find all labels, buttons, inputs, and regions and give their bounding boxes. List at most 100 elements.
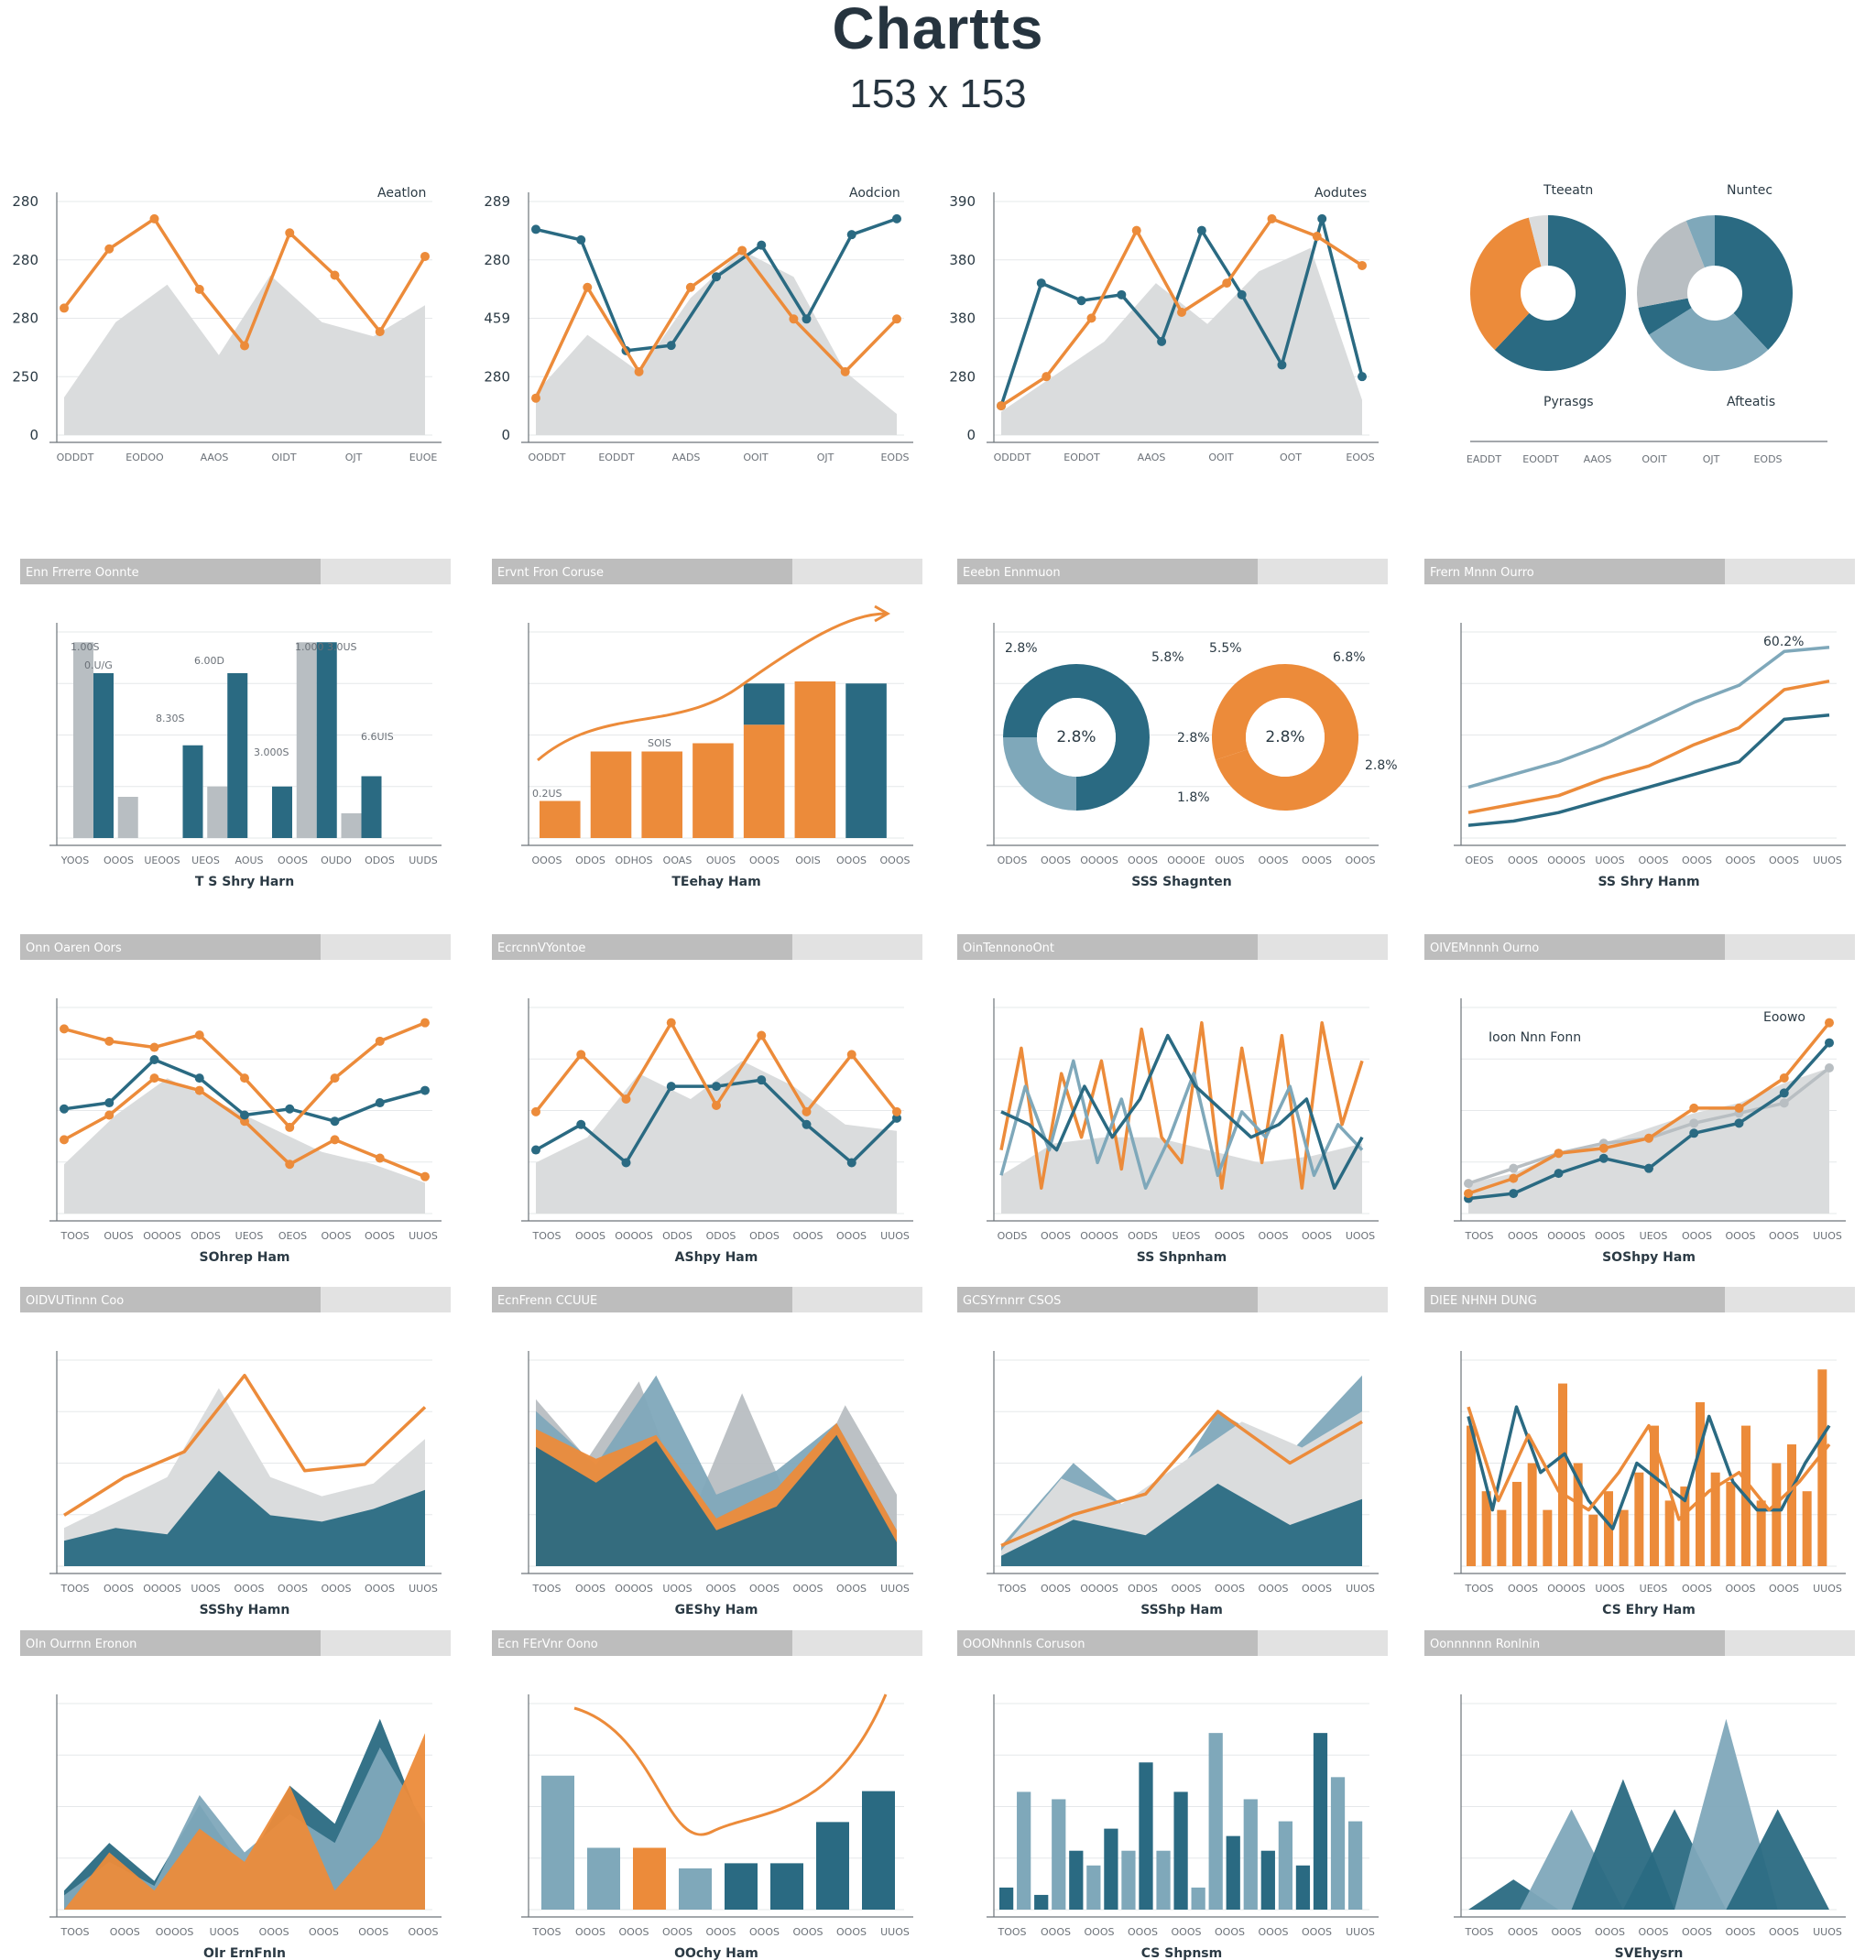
line-series: [1467, 679, 1830, 814]
x-tick-label: OOOS: [365, 1583, 395, 1595]
pie-slice: [1528, 215, 1548, 267]
header-bar-light: [1258, 1630, 1388, 1656]
bar: [1772, 1463, 1782, 1566]
data-point: [60, 1135, 69, 1145]
x-tick-label: OOT: [1280, 452, 1302, 463]
x-tick-label: OOOS: [1041, 1583, 1071, 1595]
header-bar-light: [1725, 559, 1855, 584]
x-tick-label: ODOS: [575, 855, 605, 866]
data-point: [240, 1110, 249, 1120]
x-tick-label: OOOS: [1259, 1230, 1289, 1242]
header-bar: [957, 559, 1258, 584]
bar: [641, 751, 682, 838]
area-series: [64, 1078, 425, 1214]
bar: [999, 1887, 1014, 1910]
data-point: [375, 1153, 385, 1163]
x-tick-label: OOOS: [1041, 855, 1071, 866]
x-tick-label: UUOS: [880, 1926, 910, 1938]
data-point: [634, 366, 644, 376]
chart-c10: EcrcnnVYontoe TOOS OOOS OOOOS ODOS ODOS ODOS OO…: [492, 934, 922, 1265]
bar: [1696, 1402, 1705, 1566]
chart-title: Eeebn Ennmuon: [963, 566, 1061, 580]
data-point: [1464, 1179, 1473, 1189]
x-tick-label: OOOS: [836, 1583, 867, 1595]
bar: [1787, 1444, 1796, 1566]
x-tick-label: OOOS: [110, 1926, 140, 1938]
x-tick-label: OOOS: [1215, 1230, 1245, 1242]
x-tick-label: OOIT: [743, 452, 769, 463]
area-series: [1001, 247, 1362, 435]
x-tick-label: OOAS: [663, 855, 693, 866]
x-tick-label: OOOS: [259, 1926, 289, 1938]
bar: [1481, 1491, 1491, 1566]
chart-svg: OIn Ourrnn Eronon TOOS OOOS OOOOS UOOS OOOS OO…: [20, 1630, 451, 1960]
data-point: [1042, 372, 1052, 382]
x-tick-label: UEOS: [1172, 1230, 1201, 1242]
x-tick-label: OOOS: [309, 1926, 339, 1938]
chart-title: Ecn FErVnr Oono: [497, 1638, 598, 1651]
x-tick-label: EOOS: [1346, 452, 1374, 463]
chart-svg: EcrcnnVYontoe TOOS OOOS OOOOS ODOS ODOS ODOS OO…: [492, 934, 922, 1265]
x-tick-label: OOOS: [1595, 1230, 1625, 1242]
data-label: 6.00D: [194, 655, 224, 667]
chart-c16: DIEE NHNH DUNG TOOS OOOS OOOOS UOOS UEOS OOOS O…: [1424, 1287, 1855, 1617]
data-point: [1509, 1173, 1519, 1183]
x-tick-label: OIDT: [271, 452, 296, 463]
data-point: [1644, 1163, 1653, 1173]
data-point: [1554, 1149, 1564, 1159]
data-point: [1509, 1163, 1519, 1173]
header-bar-light: [792, 559, 922, 584]
header-bar-light: [1725, 1630, 1855, 1656]
x-tick-label: OOOS: [1769, 1583, 1799, 1595]
x-tick-label: AAOS: [201, 452, 229, 463]
data-point: [531, 393, 540, 403]
x-tick-label: OOOS: [1172, 1583, 1202, 1595]
data-label: 6.6UIS: [361, 731, 394, 743]
line-series: [63, 1373, 427, 1517]
area-series: [1001, 1483, 1362, 1566]
data-point: [1358, 372, 1367, 382]
chart-svg: GCSYrnnrr CSOS TOOS OOOS OOOOS ODOS OOOS OOOS O…: [957, 1287, 1388, 1617]
x-tick-label: UOOS: [662, 1583, 692, 1595]
data-point: [285, 1122, 295, 1132]
chart-svg: Oonnnnnn Ronlnin TOOS OOOS OOOS OOOS OOOS OOOS…: [1424, 1630, 1855, 1960]
x-tick-label: UOOS: [1595, 1583, 1624, 1595]
chart-title: Onn Oaren Oors: [26, 942, 122, 955]
x-tick-label: TOOS: [531, 1926, 561, 1938]
x-tick-label: OOOOS: [143, 1583, 181, 1595]
bar: [1680, 1486, 1690, 1566]
x-tick-label: OOOS: [532, 855, 562, 866]
data-point: [1734, 1103, 1744, 1113]
header-bar-light: [321, 934, 451, 960]
x-tick-label: OOOS: [1215, 1583, 1245, 1595]
area-series: [64, 1747, 425, 1910]
data-point: [840, 366, 850, 376]
chart-c3: ODDDT EODOT AAOS OOIT OOT EOOS 0 280 380 380 390 Ao…: [949, 183, 1388, 513]
bar: [743, 683, 785, 725]
pie-label: Nuntec: [1727, 183, 1772, 198]
y-tick-label: 390: [949, 193, 976, 210]
data-label: 3.000S: [254, 746, 289, 758]
x-tick-label: TOOS: [60, 1230, 89, 1242]
line-series: [1467, 1406, 1831, 1521]
data-point: [802, 1106, 812, 1116]
area-series: [536, 250, 897, 435]
x-tick-label: UUOS: [1346, 1583, 1375, 1595]
header-bar-light: [792, 1287, 922, 1312]
x-tick-label: OOOS: [104, 1583, 134, 1595]
data-point: [802, 1119, 812, 1129]
bar: [1817, 1369, 1827, 1566]
x-tick-label: OOOS: [575, 1230, 605, 1242]
bar: [1543, 1509, 1553, 1566]
y-tick-label: 280: [12, 252, 38, 268]
chart-svg: OIVEMnnnh Ourno TOOS OOOS OOOOS OOOS UEOS OOOS…: [1424, 934, 1855, 1265]
trend-arrow: [537, 612, 887, 762]
bar: [1347, 1821, 1363, 1910]
data-point: [531, 1106, 540, 1116]
x-tick-label: OOOS: [793, 1583, 823, 1595]
x-tick-label: TOOS: [997, 1583, 1026, 1595]
pie-label: Tteeatn: [1543, 183, 1593, 198]
annotation: Aodutes: [1314, 186, 1367, 201]
chart-title: OIDVUTinnn Coo: [26, 1294, 124, 1308]
x-tick-label: ODOS: [998, 855, 1028, 866]
